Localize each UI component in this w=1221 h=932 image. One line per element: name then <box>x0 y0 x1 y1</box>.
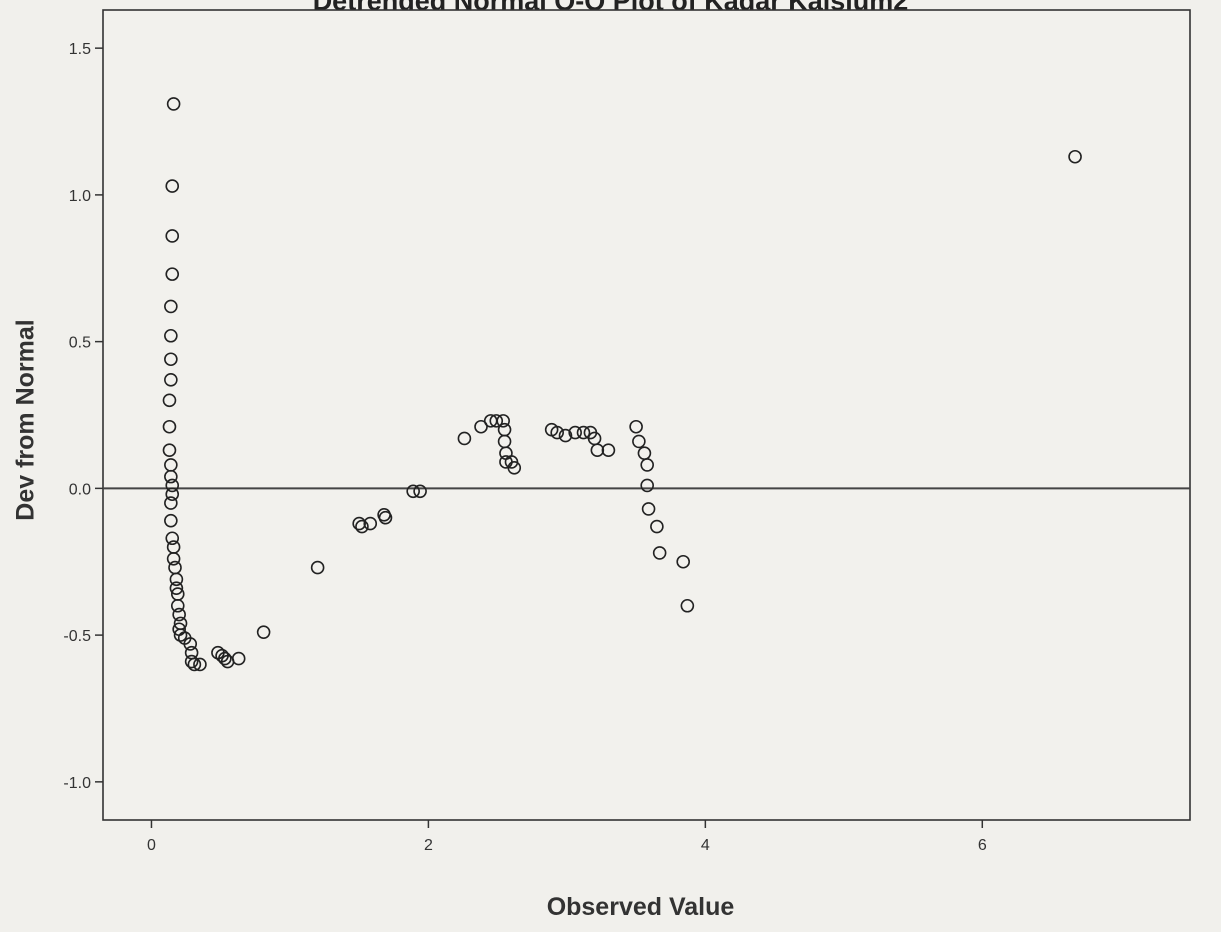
data-point <box>184 654 199 669</box>
y-tick-label: 0.5 <box>69 335 91 352</box>
y-tick-label: 1.0 <box>69 188 91 205</box>
data-point <box>165 229 180 243</box>
data-point <box>457 431 472 446</box>
data-point <box>169 581 184 595</box>
y-axis-title-text: Dev from Normal <box>11 319 40 521</box>
data-point <box>165 267 180 281</box>
y-tick-label: -0.5 <box>63 628 91 645</box>
data-point <box>650 519 664 534</box>
data-point <box>352 516 366 531</box>
data-point <box>406 484 420 499</box>
data-point <box>193 657 207 672</box>
data-point <box>640 478 654 493</box>
data-point <box>165 531 180 546</box>
data-point <box>164 513 178 528</box>
data-point <box>489 414 504 428</box>
data-point <box>165 487 180 502</box>
x-tick-label: 2 <box>424 837 433 854</box>
data-point <box>165 179 180 193</box>
data-point <box>310 560 325 575</box>
data-point <box>162 393 177 408</box>
data-point <box>170 598 185 613</box>
data-point <box>187 657 202 672</box>
data-point <box>162 443 177 458</box>
data-point <box>164 469 178 484</box>
data-point <box>172 607 186 622</box>
data-point <box>601 443 616 458</box>
data-point <box>164 372 178 387</box>
data-point <box>568 425 582 440</box>
data-point <box>169 572 184 587</box>
data-point <box>576 425 591 440</box>
data-point <box>629 419 643 434</box>
data-point <box>363 516 378 531</box>
y-tick-label: -1.0 <box>63 775 91 792</box>
x-tick-label: 6 <box>978 837 987 854</box>
data-point <box>162 419 177 434</box>
data-point <box>164 352 178 367</box>
x-tick-label: 0 <box>147 837 156 854</box>
data-point <box>355 519 369 534</box>
data-point <box>558 428 573 443</box>
data-point <box>164 299 178 314</box>
data-point <box>507 461 522 475</box>
data-point <box>166 552 181 566</box>
data-point <box>641 502 656 516</box>
data-point <box>632 434 646 449</box>
x-tick-label: 4 <box>701 837 710 854</box>
data-point <box>165 478 180 493</box>
data-point <box>218 651 232 666</box>
data-point <box>378 510 393 525</box>
data-point <box>183 637 198 651</box>
data-point <box>231 651 246 666</box>
data-point <box>680 598 695 613</box>
y-tick-label: 1.5 <box>69 41 91 58</box>
data-point <box>164 328 178 343</box>
data-point <box>652 546 667 560</box>
data-point <box>640 458 654 472</box>
data-point <box>1068 149 1082 164</box>
data-point <box>676 554 690 569</box>
data-point <box>166 97 181 111</box>
data-point <box>164 496 178 510</box>
y-tick-label: 0.0 <box>69 481 91 498</box>
data-point <box>550 425 564 440</box>
x-axis-title: Observed Value <box>546 893 735 921</box>
data-point <box>590 443 605 458</box>
plot-area <box>102 9 1191 821</box>
data-point <box>496 414 510 428</box>
data-point <box>173 628 188 642</box>
data-point <box>474 419 488 434</box>
data-point <box>413 484 427 499</box>
data-point <box>256 625 271 639</box>
